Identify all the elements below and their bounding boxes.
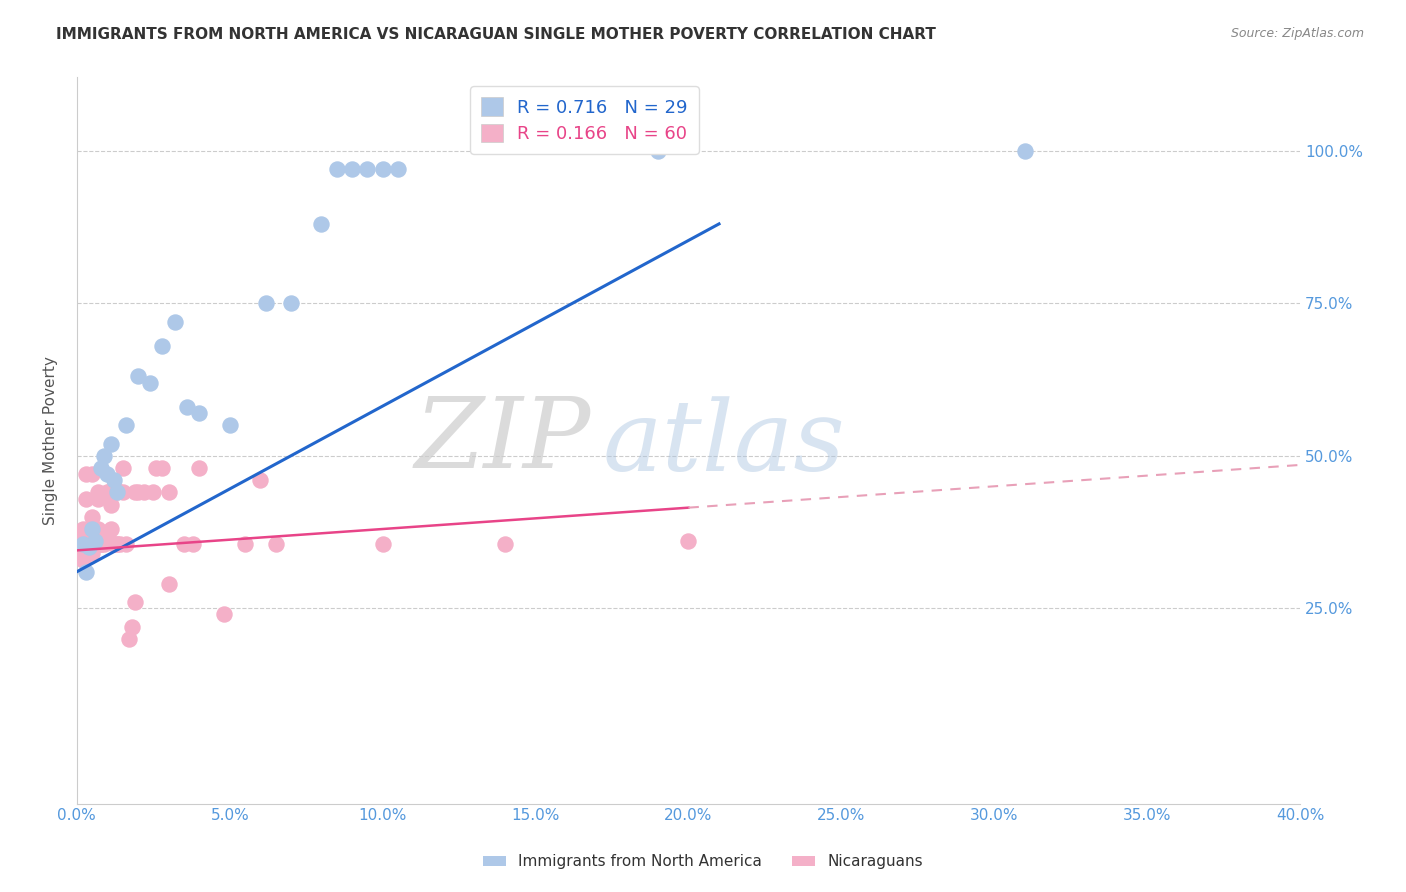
Point — [93, 537, 115, 551]
Point — [77, 537, 100, 551]
Point — [280, 296, 302, 310]
Point — [647, 144, 669, 158]
Point — [127, 485, 149, 500]
Point — [114, 537, 136, 551]
Point — [111, 485, 134, 500]
Point — [111, 461, 134, 475]
Point — [100, 522, 122, 536]
Point — [84, 534, 107, 549]
Point — [87, 537, 110, 551]
Point — [72, 537, 94, 551]
Point — [84, 522, 107, 536]
Point — [105, 485, 128, 500]
Legend: R = 0.716   N = 29, R = 0.166   N = 60: R = 0.716 N = 29, R = 0.166 N = 60 — [471, 87, 699, 154]
Point — [678, 534, 700, 549]
Point — [371, 537, 394, 551]
Point — [93, 449, 115, 463]
Point — [188, 461, 211, 475]
Point — [142, 485, 165, 500]
Point — [145, 461, 167, 475]
Point — [103, 537, 125, 551]
Point — [75, 537, 97, 551]
Point — [124, 485, 146, 500]
Point — [105, 485, 128, 500]
Point — [72, 552, 94, 566]
Y-axis label: Single Mother Poverty: Single Mother Poverty — [44, 356, 58, 525]
Point — [69, 546, 91, 560]
Point — [72, 537, 94, 551]
Point — [152, 339, 174, 353]
Point — [371, 161, 394, 176]
Point — [84, 537, 107, 551]
Point — [212, 607, 235, 622]
Point — [1014, 144, 1036, 158]
Point — [326, 161, 349, 176]
Point — [90, 537, 112, 551]
Point — [100, 498, 122, 512]
Point — [75, 565, 97, 579]
Point — [84, 534, 107, 549]
Point — [233, 537, 256, 551]
Point — [127, 369, 149, 384]
Point — [311, 217, 333, 231]
Point — [105, 537, 128, 551]
Point — [124, 595, 146, 609]
Point — [139, 376, 162, 390]
Point — [103, 473, 125, 487]
Point — [188, 406, 211, 420]
Point — [118, 632, 141, 646]
Point — [96, 485, 118, 500]
Text: atlas: atlas — [603, 397, 845, 491]
Point — [173, 537, 195, 551]
Point — [340, 161, 363, 176]
Point — [264, 537, 287, 551]
Point — [121, 620, 143, 634]
Point — [82, 509, 104, 524]
Point — [163, 314, 186, 328]
Point — [181, 537, 204, 551]
Point — [256, 296, 278, 310]
Point — [69, 534, 91, 549]
Point — [114, 418, 136, 433]
Point — [77, 541, 100, 555]
Point — [96, 467, 118, 481]
Point — [249, 473, 271, 487]
Point — [82, 467, 104, 481]
Point — [157, 577, 180, 591]
Point — [96, 528, 118, 542]
Point — [87, 522, 110, 536]
Point — [75, 491, 97, 506]
Point — [108, 537, 131, 551]
Point — [176, 400, 198, 414]
Point — [356, 161, 378, 176]
Point — [134, 485, 156, 500]
Point — [90, 461, 112, 475]
Point — [152, 461, 174, 475]
Point — [75, 467, 97, 481]
Point — [84, 537, 107, 551]
Text: IMMIGRANTS FROM NORTH AMERICA VS NICARAGUAN SINGLE MOTHER POVERTY CORRELATION CH: IMMIGRANTS FROM NORTH AMERICA VS NICARAG… — [56, 27, 936, 42]
Point — [100, 436, 122, 450]
Point — [69, 537, 91, 551]
Point — [82, 546, 104, 560]
Point — [77, 534, 100, 549]
Point — [494, 537, 516, 551]
Point — [218, 418, 240, 433]
Point — [75, 537, 97, 551]
Legend: Immigrants from North America, Nicaraguans: Immigrants from North America, Nicaragua… — [477, 848, 929, 875]
Point — [90, 537, 112, 551]
Point — [387, 161, 409, 176]
Point — [82, 522, 104, 536]
Point — [103, 479, 125, 493]
Point — [157, 485, 180, 500]
Point — [87, 485, 110, 500]
Point — [105, 537, 128, 551]
Text: ZIP: ZIP — [415, 392, 591, 488]
Point — [87, 491, 110, 506]
Text: Source: ZipAtlas.com: Source: ZipAtlas.com — [1230, 27, 1364, 40]
Point — [72, 522, 94, 536]
